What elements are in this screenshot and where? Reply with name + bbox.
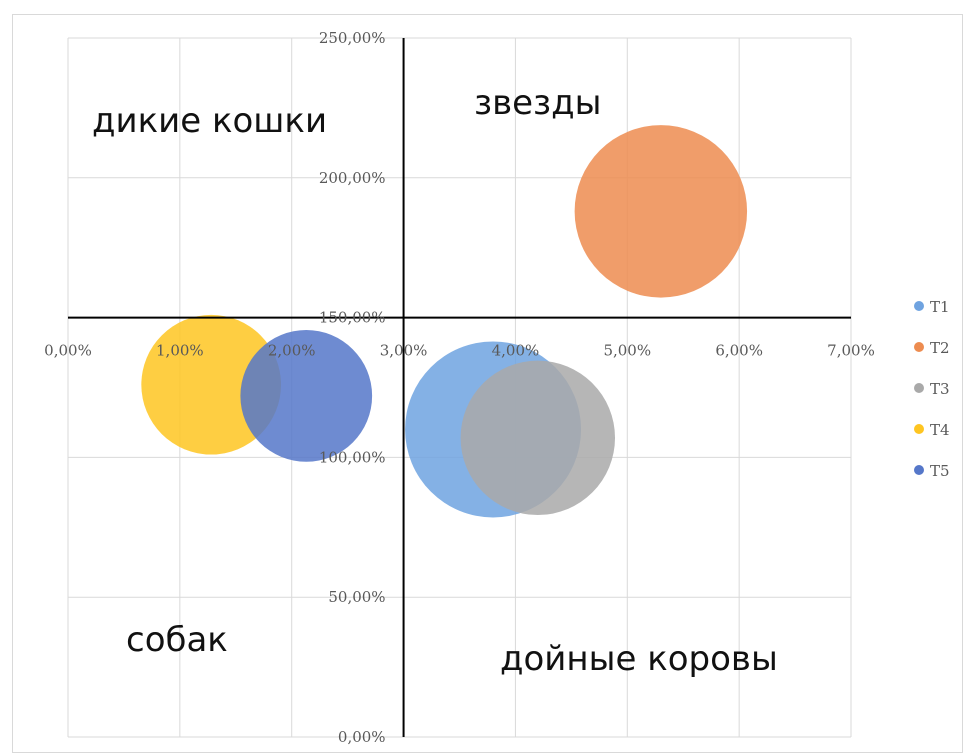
annotation-dogs: собак bbox=[126, 620, 228, 660]
bubble-t3 bbox=[460, 360, 616, 516]
y-tick-label: 0,00% bbox=[338, 728, 386, 746]
x-tick-label: 4,00% bbox=[492, 342, 540, 360]
x-tick-label: 0,00% bbox=[44, 342, 92, 360]
legend-marker-t4 bbox=[914, 424, 924, 434]
annotation-wild-cats: дикие кошки bbox=[92, 101, 327, 141]
legend-marker-t3 bbox=[914, 383, 924, 393]
annotation-stars: звезды bbox=[474, 83, 601, 123]
x-tick-label: 1,00% bbox=[156, 342, 204, 360]
gridlines bbox=[67, 37, 852, 738]
legend-marker-t2 bbox=[914, 342, 924, 352]
axes bbox=[68, 38, 851, 737]
annotation-cash-cows: дойные коровы bbox=[500, 639, 778, 679]
legend-label-t4: T4 bbox=[930, 421, 950, 439]
legend: T1 T2 T3 T4 T5 bbox=[914, 298, 950, 480]
tick-labels: 0,00% 1,00% 2,00% 3,00% 4,00% 5,00% 6,00% 7,00%… bbox=[44, 29, 875, 746]
x-tick-label: 2,00% bbox=[268, 342, 316, 360]
x-tick-label: 3,00% bbox=[380, 342, 428, 360]
x-tick-label: 6,00% bbox=[715, 342, 763, 360]
bubble-t5 bbox=[240, 330, 373, 462]
legend-label-t5: T5 bbox=[930, 462, 950, 480]
x-tick-label: 7,00% bbox=[827, 342, 875, 360]
legend-label-t1: T1 bbox=[930, 298, 950, 316]
legend-marker-t1 bbox=[914, 301, 924, 311]
legend-label-t3: T3 bbox=[930, 380, 950, 398]
y-tick-label: 100,00% bbox=[319, 448, 386, 466]
x-tick-label: 5,00% bbox=[603, 342, 651, 360]
y-tick-label: 150,00% bbox=[319, 309, 386, 327]
y-tick-label: 250,00% bbox=[319, 29, 386, 47]
bubble-t2 bbox=[574, 125, 748, 298]
y-tick-label: 50,00% bbox=[328, 588, 385, 606]
bubbles bbox=[141, 125, 748, 518]
legend-label-t2: T2 bbox=[930, 339, 950, 357]
y-tick-label: 200,00% bbox=[319, 169, 386, 187]
legend-marker-t5 bbox=[914, 465, 924, 475]
